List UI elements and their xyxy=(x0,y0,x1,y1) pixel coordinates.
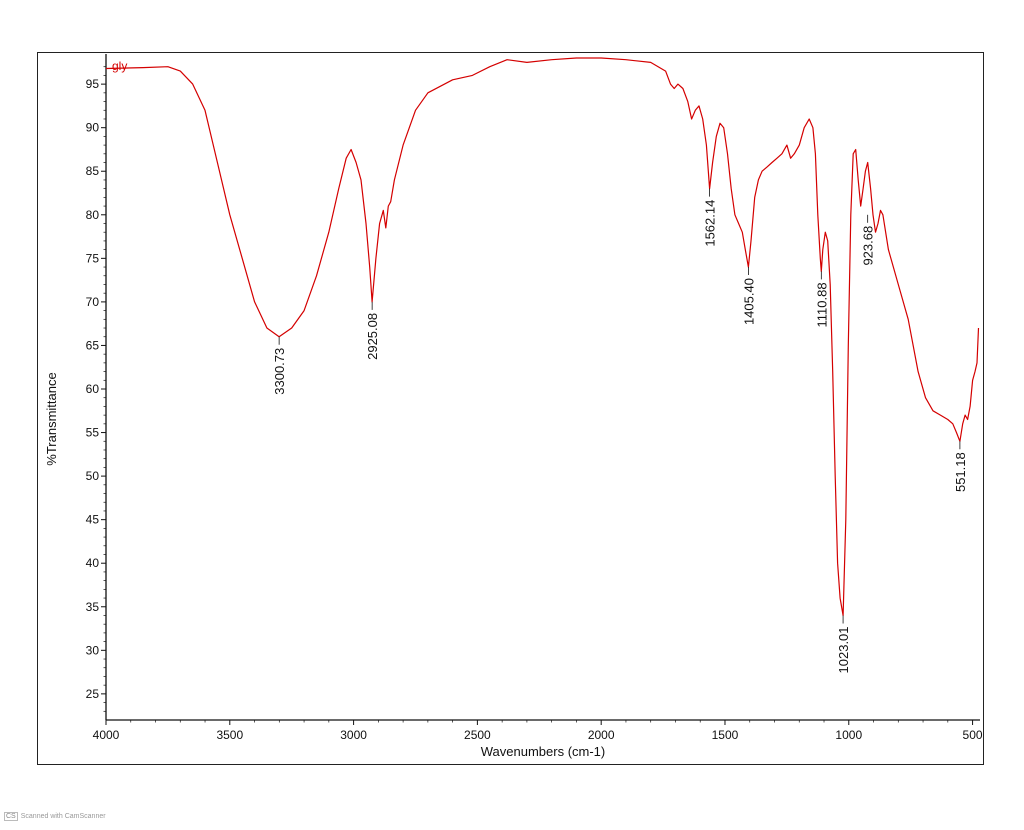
peak-label: 1562.14 xyxy=(703,200,718,247)
y-tick-label: 90 xyxy=(86,121,100,135)
peak-label: 1110.88 xyxy=(814,282,829,327)
camscanner-logo-icon: CS xyxy=(4,812,18,821)
x-tick-label: 2000 xyxy=(588,728,615,742)
y-tick-label: 25 xyxy=(86,687,100,701)
y-tick-label: 50 xyxy=(86,469,100,483)
y-tick-label: 55 xyxy=(86,426,100,440)
peak-label: 1405.40 xyxy=(741,278,756,325)
y-tick-label: 60 xyxy=(86,382,100,396)
peak-label: 2925.08 xyxy=(365,313,380,360)
y-tick-label: 30 xyxy=(86,643,100,657)
y-tick-label: 65 xyxy=(86,338,100,352)
y-tick-label: 80 xyxy=(86,208,100,222)
x-tick-label: 1500 xyxy=(712,728,739,742)
x-tick-label: 3000 xyxy=(340,728,367,742)
peak-label: 3300.73 xyxy=(272,348,287,395)
x-axis-title: Wavenumbers (cm-1) xyxy=(481,744,605,759)
y-tick-label: 70 xyxy=(86,295,100,309)
x-tick-label: 3500 xyxy=(216,728,243,742)
x-tick-label: 4000 xyxy=(93,728,120,742)
spectrum-line xyxy=(105,57,980,617)
x-tick-label: 500 xyxy=(963,728,983,742)
series-name-label: gly xyxy=(112,59,127,73)
y-tick-label: 40 xyxy=(86,556,100,570)
y-tick-label: 85 xyxy=(86,164,100,178)
peak-label: 1023.01 xyxy=(836,626,851,673)
y-axis-title: %Transmittance xyxy=(44,372,59,465)
y-tick-label: 95 xyxy=(86,77,100,91)
peak-label: 551.18 xyxy=(953,452,968,492)
scanner-footer: CS Scanned with CamScanner xyxy=(4,812,106,821)
scanner-footer-text: Scanned with CamScanner xyxy=(20,813,106,820)
plot-frame xyxy=(37,52,984,765)
y-tick-label: 45 xyxy=(86,513,100,527)
y-tick-label: 75 xyxy=(86,251,100,265)
peak-label: 923.68 xyxy=(861,226,876,266)
x-tick-label: 1000 xyxy=(835,728,862,742)
x-tick-label: 2500 xyxy=(464,728,491,742)
y-tick-label: 35 xyxy=(86,600,100,614)
